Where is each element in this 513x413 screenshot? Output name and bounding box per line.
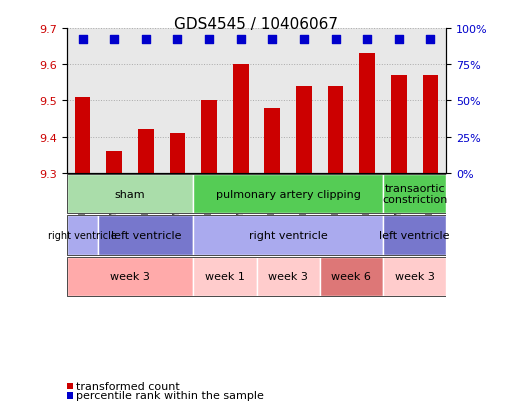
FancyBboxPatch shape bbox=[256, 257, 320, 297]
FancyBboxPatch shape bbox=[67, 174, 193, 214]
Point bbox=[363, 36, 371, 43]
Bar bbox=[328, 87, 344, 173]
Bar bbox=[359, 54, 375, 173]
Point bbox=[78, 36, 87, 43]
Point bbox=[205, 36, 213, 43]
Text: left ventricle: left ventricle bbox=[380, 230, 450, 240]
Point bbox=[426, 36, 435, 43]
Text: pulmonary artery clipping: pulmonary artery clipping bbox=[215, 189, 361, 199]
Bar bbox=[201, 101, 217, 173]
FancyBboxPatch shape bbox=[320, 257, 383, 297]
Bar bbox=[74, 97, 90, 173]
Point bbox=[236, 36, 245, 43]
FancyBboxPatch shape bbox=[383, 174, 446, 214]
Bar bbox=[264, 108, 280, 173]
Point bbox=[173, 36, 182, 43]
Bar bbox=[233, 65, 249, 173]
Text: week 3: week 3 bbox=[268, 272, 308, 282]
Bar bbox=[296, 87, 312, 173]
Bar bbox=[391, 76, 407, 173]
Text: sham: sham bbox=[114, 189, 145, 199]
Text: week 3: week 3 bbox=[394, 272, 435, 282]
FancyBboxPatch shape bbox=[98, 216, 193, 255]
FancyBboxPatch shape bbox=[193, 174, 383, 214]
Text: week 3: week 3 bbox=[110, 272, 150, 282]
Bar bbox=[169, 134, 185, 173]
FancyBboxPatch shape bbox=[67, 257, 193, 297]
Point bbox=[331, 36, 340, 43]
Text: right ventricle: right ventricle bbox=[249, 230, 327, 240]
FancyBboxPatch shape bbox=[193, 216, 383, 255]
Point bbox=[142, 36, 150, 43]
Point bbox=[394, 36, 403, 43]
FancyBboxPatch shape bbox=[67, 216, 98, 255]
Bar bbox=[106, 152, 122, 173]
Text: left ventricle: left ventricle bbox=[110, 230, 181, 240]
Text: week 6: week 6 bbox=[331, 272, 371, 282]
Bar bbox=[423, 76, 439, 173]
Point bbox=[300, 36, 308, 43]
FancyBboxPatch shape bbox=[383, 216, 446, 255]
Text: GDS4545 / 10406067: GDS4545 / 10406067 bbox=[174, 17, 339, 31]
Text: percentile rank within the sample: percentile rank within the sample bbox=[76, 390, 264, 400]
Text: week 1: week 1 bbox=[205, 272, 245, 282]
Text: transaortic
constriction: transaortic constriction bbox=[382, 183, 447, 205]
Point bbox=[110, 36, 118, 43]
FancyBboxPatch shape bbox=[383, 257, 446, 297]
Text: right ventricle: right ventricle bbox=[48, 230, 117, 240]
FancyBboxPatch shape bbox=[193, 257, 256, 297]
Text: transformed count: transformed count bbox=[76, 381, 180, 391]
Point bbox=[268, 36, 277, 43]
Bar bbox=[138, 130, 154, 173]
